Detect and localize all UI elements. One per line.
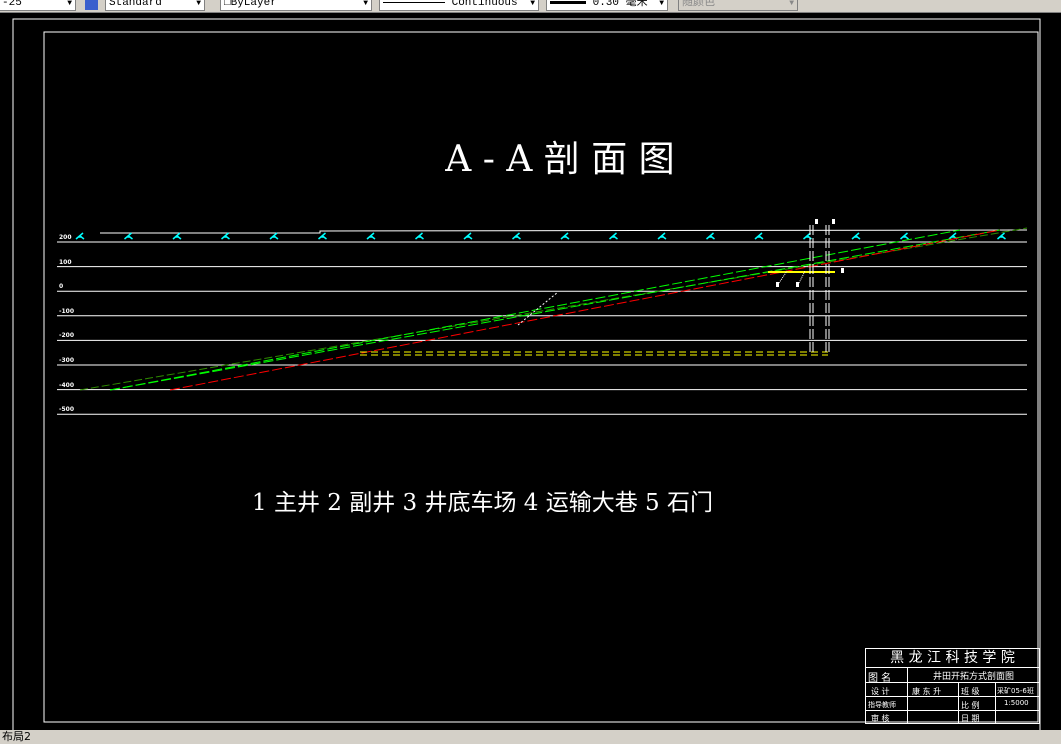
surface-symbol [512,232,521,240]
surface-symbol [657,232,667,240]
surface-symbol [609,232,618,240]
dim-style-value: -25 [2,0,22,9]
surface-symbol [366,232,376,240]
lineweight-value: 0.30 毫米 [592,0,648,9]
text-style-select[interactable]: Standard ▼ [105,0,205,11]
legend-text: 1 主井 2 副井 3 井底车场 4 运输大巷 5 石门 [252,490,713,516]
surface-symbol [415,232,424,240]
elevation-label: -300 [59,357,75,364]
drawing-name-label: 图 名 [868,673,892,684]
color-swatch-icon: □ [224,0,231,9]
elevation-label: -100 [59,307,75,315]
seam-2 [109,229,1001,391]
surface-symbol [900,232,909,240]
surface-symbols [75,232,1006,240]
class-label: 班 级 [961,687,980,696]
dim-style-select[interactable]: -25 ▼ [0,0,76,11]
lineweight-select[interactable]: 0.30 毫米 ▼ [546,0,668,11]
review-label: 审 核 [871,714,890,723]
drawing-name: 井田开拓方式剖面图 [932,672,1014,682]
elevation-label: 200 [59,234,72,241]
seam-floor [169,229,1001,391]
surface-symbol [851,232,861,240]
layer-value: ByLayer [230,0,277,9]
callout-1 [815,219,818,224]
callout-2 [832,219,835,224]
chevron-down-icon: ▼ [659,0,664,8]
surface-symbol [997,232,1006,240]
callout-5 [841,268,844,273]
surface-symbol [124,232,133,240]
elevation-label: 0 [59,283,64,291]
linetype-select[interactable]: Continuous ▼ [379,0,539,11]
surface-symbol [803,232,812,240]
properties-toolbar: -25 ▼ Standard ▼ □ByLayer ▼ Continuous ▼ 0.3… [0,0,1061,13]
drawing-canvas[interactable]: 200 100 0 -100 -200 -300 -400 -500 A - A 剖 面 图 … [0,13,1061,730]
section-drawing [12,18,1041,730]
surface-symbol [172,232,182,240]
coal-seams [79,227,1028,391]
drawing-title: A - A 剖 面 图 [445,139,675,180]
school-name: 黑 龙 江 科 技 学 院 [866,649,1039,668]
chevron-down-icon: ▼ [530,0,535,8]
chevron-down-icon: ▼ [363,0,368,8]
crosscut [517,291,559,326]
designer: 康 东 升 [912,687,942,696]
layout-tab-bar: 布局2 [0,730,1061,744]
scale-value: 1:5000 [1004,699,1029,707]
surface-symbol [560,232,570,240]
date-label: 日 期 [961,714,980,723]
scale-label: 比 例 [961,701,980,710]
plot-style-value: 随颜色 [682,0,715,9]
text-style-value: Standard [109,0,162,9]
surface-symbol [269,232,279,240]
class-value: 采矿05-6班 [997,687,1034,695]
surface-symbol [318,232,327,240]
mine-workings [360,219,844,356]
elevation-label: -400 [59,381,75,389]
surface-symbol [221,232,230,240]
seam-1 [109,229,961,391]
elevation-label: -500 [59,406,75,414]
chevron-down-icon: ▼ [67,0,72,8]
seam-upper [79,227,1028,391]
chevron-down-icon: ▼ [789,0,794,8]
surface-symbol [75,232,85,240]
layer-select[interactable]: □ByLayer ▼ [220,0,372,11]
elevation-lines [57,241,1027,415]
outer-frame [12,18,1041,730]
elevation-label: 100 [59,258,72,266]
surface-symbol [706,232,715,240]
title-block: 黑 龙 江 科 技 学 院 图 名 井田开拓方式剖面图 设 计 康 东 升 班 … [865,648,1040,724]
surface-symbol [463,232,473,240]
advisor-label: 指导教师 [868,701,896,709]
inner-frame [43,31,1039,723]
callout-3 [776,282,779,287]
surface-line [100,229,1028,234]
elevation-label: -200 [59,332,75,340]
design-label: 设 计 [871,687,890,696]
callout-4 [796,282,799,287]
layout-tab[interactable]: 布局2 [2,730,31,743]
text-style-icon [85,0,98,10]
plot-style-select: 随颜色 ▼ [678,0,798,11]
surface-symbol [754,232,764,240]
linetype-value: Continuous [451,0,518,9]
chevron-down-icon: ▼ [196,0,201,8]
